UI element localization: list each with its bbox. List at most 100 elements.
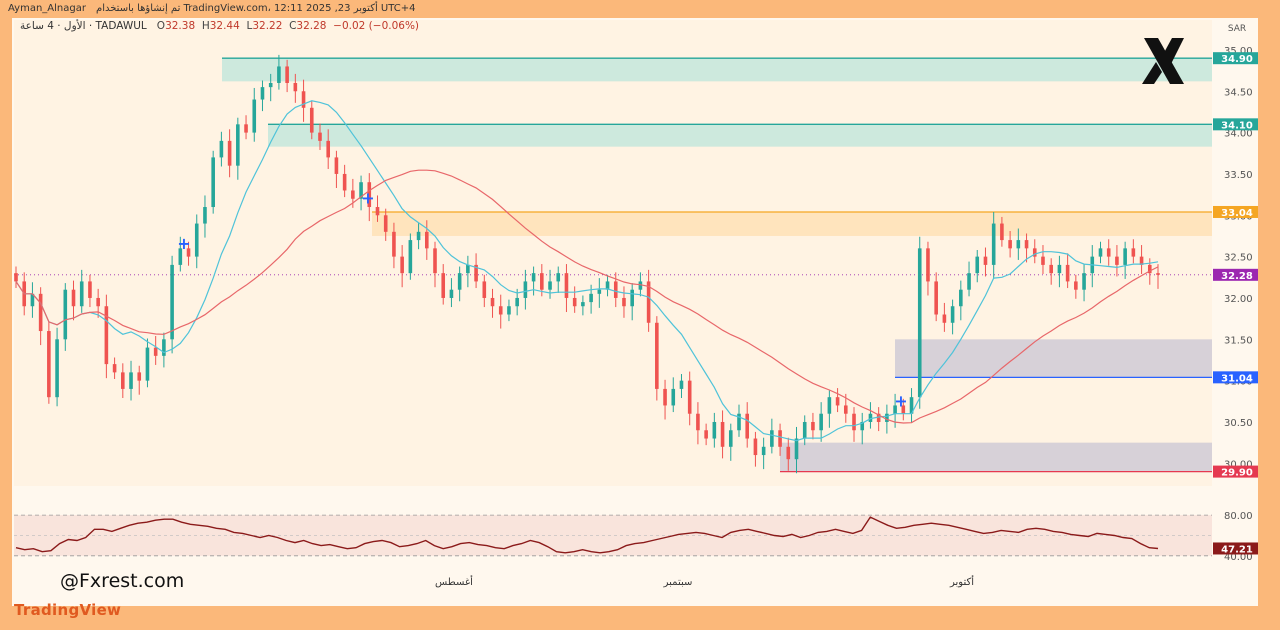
price-label-text: 33.04: [1221, 208, 1253, 219]
candle-body: [515, 297, 519, 307]
low-label: L: [246, 20, 253, 32]
candle-body: [424, 231, 429, 249]
candle-body: [63, 289, 68, 340]
candle-body: [326, 140, 331, 158]
candle-body: [679, 380, 684, 389]
rsi-band: [14, 515, 1212, 556]
cross-marker: +: [361, 189, 374, 208]
candle-body: [983, 256, 988, 265]
candle-body: [498, 306, 503, 315]
candle-body: [153, 347, 158, 356]
candle-body: [79, 281, 84, 307]
candle-body: [1123, 248, 1127, 265]
price-label-box: [1213, 371, 1258, 384]
candle-body: [819, 413, 823, 431]
candle-body: [811, 421, 815, 431]
candle-body: [1024, 240, 1029, 249]
price-tick-label: 32.00: [1224, 294, 1253, 305]
candle-body: [646, 281, 651, 323]
candle-body: [564, 273, 569, 298]
candle-body: [96, 297, 100, 307]
cross-marker: +: [894, 391, 907, 410]
candle-body: [926, 248, 930, 282]
candle-body: [556, 273, 561, 282]
ohlc-legend: الأول · 4 ساعة · TADAWUL O32.38 H32.44 L…: [20, 20, 419, 32]
price-tick-label: 32.50: [1224, 253, 1253, 264]
price-pane: [14, 20, 1212, 486]
candle-body: [728, 430, 733, 447]
candle-body: [901, 405, 906, 414]
candle-body: [38, 293, 43, 332]
candle-body: [367, 182, 372, 208]
candle-body: [1131, 248, 1136, 257]
candle-body: [597, 289, 602, 294]
candle-body: [1082, 273, 1086, 290]
candle-body: [30, 293, 35, 307]
candle-body: [967, 273, 971, 290]
cross-marker: +: [177, 234, 190, 253]
candle-body: [55, 339, 59, 398]
rsi-tick-label: 40.00: [1224, 552, 1253, 563]
candle-body: [170, 264, 174, 340]
price-label-text: 29.90: [1221, 468, 1253, 479]
candle-body: [104, 306, 109, 365]
candle-body: [211, 157, 215, 208]
candle-body: [507, 306, 511, 315]
price-label-text: 34.10: [1221, 120, 1253, 131]
price-tick-label: 34.50: [1224, 87, 1253, 98]
candle-body: [1147, 264, 1152, 274]
candle-body: [466, 264, 470, 274]
candle-body: [1098, 248, 1103, 257]
rsi-line: [15, 516, 1159, 554]
candle-body: [802, 421, 807, 439]
candle-body: [293, 82, 298, 92]
candle-body: [843, 405, 848, 414]
low-value: 32.22: [252, 20, 283, 32]
open-label: O: [156, 20, 166, 32]
candle-body: [589, 293, 593, 303]
candle-body: [868, 413, 873, 422]
price-tick-label: 35.00: [1224, 46, 1253, 57]
candle-body: [449, 289, 454, 298]
candle-body: [490, 297, 495, 307]
candle-body: [433, 248, 437, 274]
candle-body: [934, 281, 938, 315]
zone-box: [780, 442, 1212, 472]
candle-body: [400, 256, 404, 274]
candle-body: [1139, 256, 1144, 265]
candle-body: [88, 281, 92, 298]
close-value: 32.28: [296, 20, 327, 32]
candle-body: [753, 438, 758, 456]
price-label-text: 34.90: [1221, 54, 1253, 65]
candle-body: [712, 421, 717, 439]
candle-body: [121, 372, 125, 389]
candle-body: [277, 66, 281, 83]
candle-body: [457, 273, 462, 290]
candle-body: [441, 273, 446, 298]
candle-body: [720, 421, 725, 447]
candle-body: [917, 248, 922, 398]
candle-body: [991, 223, 996, 265]
candle-body: [383, 215, 388, 232]
candle-body: [178, 248, 183, 265]
candle-body: [309, 107, 314, 133]
time-axis-label: أغسطس: [435, 575, 473, 588]
candle-body: [885, 413, 889, 422]
rsi-tick-label: 80.00: [1224, 511, 1253, 522]
candle-body: [770, 430, 774, 447]
candle-body: [876, 413, 881, 422]
candle-body: [687, 380, 692, 414]
candle-body: [301, 91, 306, 108]
candle-body: [47, 331, 51, 398]
candle-body: [638, 281, 643, 290]
candle-body: [1049, 264, 1053, 274]
zone-box: [372, 211, 1212, 236]
publisher-name: Ayman_Alnagar: [8, 3, 86, 14]
candle-body: [655, 322, 659, 389]
candle-body: [244, 124, 248, 133]
chart-header: Ayman_Alnagar تم إنشاؤها باستخدام Tradin…: [0, 0, 1280, 18]
candle-body: [129, 372, 133, 389]
candle-body: [342, 173, 347, 191]
published-note: تم إنشاؤها باستخدام TradingView.com، 12:…: [96, 3, 416, 14]
